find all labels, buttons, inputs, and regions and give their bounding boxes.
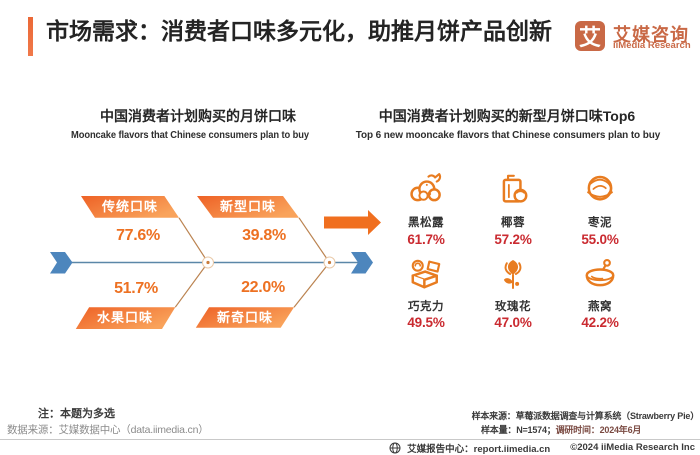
note-multiple-choice: 注：本题为多选	[38, 408, 115, 420]
spine-start-arrow-icon	[50, 252, 73, 274]
flavor-pct: 42.2%	[581, 315, 619, 330]
coconut-icon	[469, 170, 557, 208]
bone-novel	[293, 262, 330, 308]
right-chart-subtitle: Top 6 new mooncake flavors that Chinese …	[355, 129, 661, 141]
jujube-paste-icon	[556, 170, 644, 208]
left-chart-title: 中国消费者计划购买的月饼口味	[100, 108, 296, 124]
branch-label-traditional: 传统口味	[101, 199, 158, 214]
sample-size-line: 样本量：N=1574；调研时间：2024年6月	[481, 423, 641, 436]
iimedia-logo-icon: 艾	[575, 21, 605, 51]
flavor-pct: 61.7%	[407, 232, 445, 247]
flavor-pct: 57.2%	[494, 232, 532, 247]
branch-pct-traditional: 77.6%	[116, 227, 160, 244]
truffle-icon	[382, 170, 470, 208]
branch-box-fruit	[75, 307, 176, 329]
left-chart-subtitle: Mooncake flavors that Chinese consumers …	[71, 129, 309, 141]
sample-size: 样本量：N=1574；	[481, 425, 556, 435]
branch-pct-novel: 22.0%	[241, 279, 285, 296]
sample-source: 样本来源：草莓派数据调查与计算系统（Strawberry Pie）	[471, 411, 700, 421]
bone-traditional	[178, 217, 209, 263]
footer-bar: 艾媒报告中心：report.iimedia.cn ©2024 iiMedia R…	[0, 441, 695, 455]
branch-pct-new: 39.8%	[242, 227, 286, 244]
flavor-pct: 47.0%	[494, 315, 532, 330]
logo-brand-cn: 艾媒咨询	[613, 25, 689, 45]
flavor-pct: 49.5%	[407, 315, 445, 330]
branch-label-fruit: 水果口味	[96, 310, 153, 325]
flavor-name: 巧克力	[408, 301, 444, 313]
flavor-name: 燕窝	[588, 301, 612, 313]
logo-brand-en: iiMedia Research	[613, 40, 691, 51]
branch-box-traditional	[81, 196, 179, 218]
branch-pct-fruit: 51.7%	[114, 280, 158, 297]
spine-end-arrow-icon	[351, 252, 373, 274]
birds-nest-icon	[556, 255, 644, 293]
chocolate-icon	[382, 255, 470, 293]
flavor-pct: 55.0%	[581, 232, 619, 247]
junction-dot-1	[202, 256, 214, 269]
rose-icon	[469, 255, 557, 293]
footer-divider	[0, 439, 700, 440]
title-accent-bar	[28, 17, 33, 56]
survey-time: 调研时间：2024年6月	[555, 425, 642, 435]
branch-box-new	[197, 196, 299, 218]
footer-report-center[interactable]: 艾媒报告中心：report.iimedia.cn	[407, 443, 551, 455]
page-title: 市场需求：消费者口味多元化，助推月饼产品创新	[46, 18, 552, 44]
fishbone-diagram	[50, 196, 381, 329]
data-source: 数据来源：艾媒数据中心（data.iimedia.cn）	[7, 424, 209, 436]
junction-dot-2	[323, 256, 336, 269]
flavor-name: 玫瑰花	[495, 301, 531, 313]
bone-fruit	[174, 262, 209, 308]
bone-new	[298, 217, 330, 263]
flavor-name: 枣泥	[588, 217, 612, 229]
globe-icon	[389, 442, 401, 453]
branch-label-new: 新型口味	[219, 199, 276, 214]
footer-copyright: ©2024 iiMedia Research Inc	[570, 442, 695, 453]
branch-label-novel: 新奇口味	[216, 310, 273, 325]
right-chart-title: 中国消费者计划购买的新型月饼口味Top6	[378, 108, 636, 124]
flavor-name: 黑松露	[408, 217, 444, 229]
branch-box-novel	[195, 307, 294, 328]
transition-arrow-icon	[324, 210, 381, 235]
flavor-name: 椰蓉	[501, 217, 525, 229]
logo-glyph: 艾	[578, 25, 601, 50]
